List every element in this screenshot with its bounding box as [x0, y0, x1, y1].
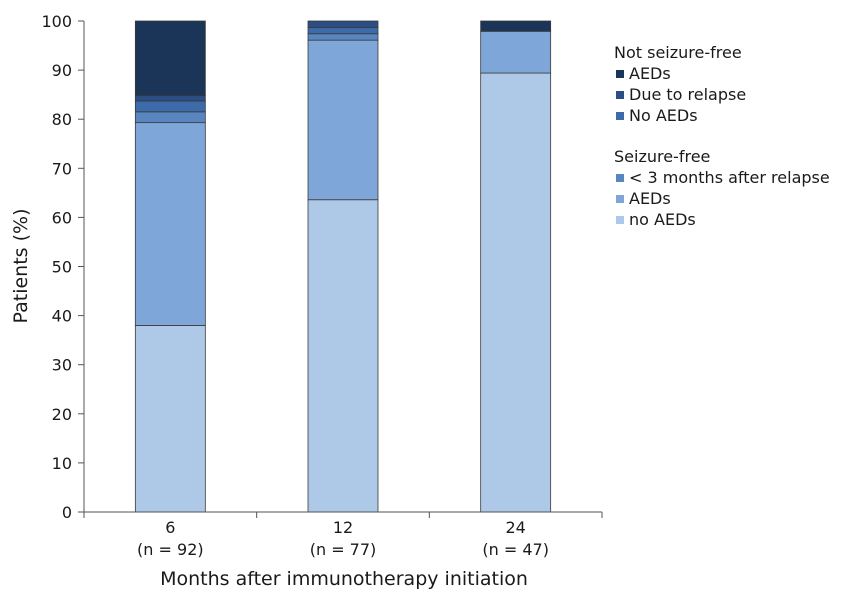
bar-segment	[307, 20, 379, 28]
plot-area: 0 10 20 30 40 50 60 70 80 90 100 6 (n = 92) 12 (n = 77…	[41, 12, 603, 559]
legend-item-nsf-no-aeds: No AEDs	[614, 105, 830, 126]
y-tick-label: 0	[62, 503, 72, 522]
legend-swatch	[616, 111, 624, 120]
y-tick-label: 60	[52, 208, 72, 227]
legend-swatch	[616, 90, 624, 99]
y-tick-label: 100	[41, 12, 72, 31]
x-tick-sublabel: (n = 77)	[310, 540, 377, 559]
legend-item-label: < 3 months after relapse	[629, 168, 830, 187]
legend-group-seizure-free: Seizure-free < 3 months after relapse AE…	[614, 146, 830, 230]
legend-item-sf-no-aeds: no AEDs	[614, 209, 830, 230]
legend-group-title: Seizure-free	[614, 147, 711, 166]
legend-item-label: Due to relapse	[629, 85, 747, 104]
bar-segment	[480, 20, 552, 32]
legend-item-label: no AEDs	[629, 210, 696, 229]
bar-segment	[134, 100, 206, 113]
bar-segment	[480, 30, 552, 74]
y-tick-label: 80	[52, 110, 72, 129]
x-tick-sublabel: (n = 47)	[482, 540, 549, 559]
legend-swatch	[616, 215, 624, 224]
y-tick-label: 70	[52, 159, 72, 178]
bar-segment	[134, 20, 206, 97]
y-tick-label: 10	[52, 454, 72, 473]
y-tick-label: 30	[52, 356, 72, 375]
x-tick-label: 24	[505, 518, 525, 537]
bar-segment	[134, 95, 206, 102]
bar-segment	[307, 33, 379, 41]
legend-item-nsf-due-to-relapse: Due to relapse	[614, 84, 830, 105]
legend-item-label: No AEDs	[629, 106, 698, 125]
y-tick-label: 90	[52, 61, 72, 80]
legend-spacer	[614, 126, 830, 146]
legend-swatch	[616, 173, 624, 182]
legend-group-title: Not seizure-free	[614, 43, 742, 62]
x-tick-label: 6	[165, 518, 175, 537]
x-axis-title: Months after immunotherapy initiation	[160, 568, 528, 590]
legend-swatch	[616, 69, 624, 78]
bar-segment	[307, 39, 379, 201]
bar-segment	[134, 111, 206, 124]
bar-segment	[480, 72, 552, 513]
legend-swatch	[616, 194, 624, 203]
bar-segment	[134, 325, 206, 513]
x-tick-sublabel: (n = 92)	[137, 540, 204, 559]
legend-item-nsf-aeds: AEDs	[614, 63, 830, 84]
legend-item-label: AEDs	[629, 64, 671, 83]
y-tick-label: 50	[52, 258, 72, 277]
bar-segment	[134, 122, 206, 326]
legend-item-sf-aeds: AEDs	[614, 188, 830, 209]
legend-item-sf-lt3-months: < 3 months after relapse	[614, 167, 830, 188]
legend: Not seizure-free AEDs Due to relapse No …	[614, 42, 830, 230]
y-tick-label: 20	[52, 405, 72, 424]
y-axis-title: Patients (%)	[10, 209, 32, 324]
bar-segment	[307, 26, 379, 35]
legend-item-label: AEDs	[629, 189, 671, 208]
y-tick-label: 40	[52, 307, 72, 326]
x-tick-label: 12	[333, 518, 353, 537]
legend-group-not-seizure-free: Not seizure-free AEDs Due to relapse No …	[614, 42, 830, 126]
bar-segment	[307, 199, 379, 513]
